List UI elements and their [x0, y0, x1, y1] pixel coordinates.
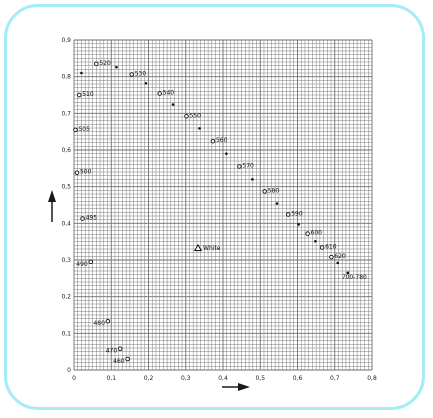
wavelength-label: 505 [78, 126, 90, 133]
wavelength-label: 480 [93, 320, 105, 327]
wavelength-label: 700-780 [342, 274, 367, 281]
x-tick-label: 0,2 [144, 375, 154, 382]
x-tick-label: 0,4 [218, 375, 228, 382]
wavelength-label: 530 [135, 70, 147, 77]
spectral-point-open [329, 254, 334, 260]
wavelength-label: 620 [334, 253, 346, 260]
spectral-point-open [285, 212, 291, 217]
spectral-point-open [129, 72, 134, 77]
spectral-point-open [237, 164, 242, 169]
spectral-point-dot [144, 81, 148, 85]
spectral-point-open [88, 259, 94, 265]
y-tick-label: 0,2 [61, 294, 71, 301]
spectral-point-open [305, 231, 310, 236]
spectral-point-open [80, 216, 85, 221]
y-tick-label: 0,4 [61, 220, 71, 227]
wavelength-label: 495 [86, 215, 98, 222]
y-tick-label: 0,8 [61, 74, 71, 81]
spectral-point-open [117, 346, 123, 351]
x-tick-label: 0,5 [255, 375, 265, 382]
spectral-point-dot [336, 261, 340, 265]
wavelength-label: 550 [189, 112, 201, 119]
x-tick-label: 0,1 [106, 375, 116, 382]
x-tick-label: 0 [72, 375, 76, 382]
spectral-point-dot [80, 71, 83, 75]
x-axis-arrow-head [238, 383, 250, 391]
y-tick-label: 0,3 [61, 257, 71, 264]
x-tick-label: 0,6 [293, 375, 303, 382]
white-point-label: White [203, 245, 221, 252]
y-tick-label: 0,1 [61, 330, 71, 337]
spectral-point-open [105, 318, 111, 324]
wavelength-label: 610 [325, 244, 337, 251]
spectral-point-open [157, 91, 162, 96]
spectral-point-dot [346, 271, 350, 275]
wavelength-label: 590 [291, 211, 303, 218]
wavelength-label: 520 [99, 60, 111, 67]
white-point-marker [193, 243, 203, 251]
spectral-point-open [184, 114, 189, 119]
spectral-point-open [94, 61, 99, 67]
wavelength-label: 570 [242, 163, 254, 170]
wavelength-label: 460 [113, 358, 125, 365]
spectral-point-dot [115, 65, 118, 69]
spectral-point-open [319, 245, 325, 250]
wavelength-label: 540 [163, 90, 175, 97]
spectral-point-open [76, 92, 82, 98]
spectral-point-dot [198, 127, 201, 130]
spectral-point-open [74, 170, 80, 175]
spectral-point-open [125, 356, 130, 362]
spectral-point-dot [297, 223, 300, 226]
y-tick-label: 0,5 [61, 184, 71, 191]
x-tick-label: 0,7 [330, 375, 340, 382]
y-tick-label: 0,6 [61, 147, 71, 154]
spectral-point-dot [225, 152, 228, 155]
wavelength-label: 510 [82, 91, 94, 98]
spectral-point-open [73, 127, 78, 133]
wavelength-label: 490 [76, 261, 88, 268]
wavelength-label: 560 [216, 137, 228, 144]
grid-lines [73, 39, 373, 371]
spectral-point-dot [251, 178, 254, 181]
spectral-point-open [210, 138, 216, 144]
y-tick-label: 0,7 [61, 110, 71, 117]
x-tick-label: 0,8 [367, 375, 377, 382]
spectral-point-dot [314, 240, 317, 243]
x-tick-label: 0,3 [181, 375, 191, 382]
wavelength-label: 470 [106, 348, 118, 355]
wavelength-label: 500 [80, 169, 92, 176]
wavelength-label: 600 [311, 230, 323, 237]
spectral-point-dot [171, 103, 175, 106]
y-tick-label: 0 [67, 367, 71, 374]
y-axis-arrow-head [48, 190, 56, 202]
y-tick-label: 0,9 [61, 37, 71, 44]
spectral-point-open [262, 189, 267, 194]
wavelength-label: 580 [268, 187, 280, 194]
spectral-point-dot [275, 202, 279, 205]
